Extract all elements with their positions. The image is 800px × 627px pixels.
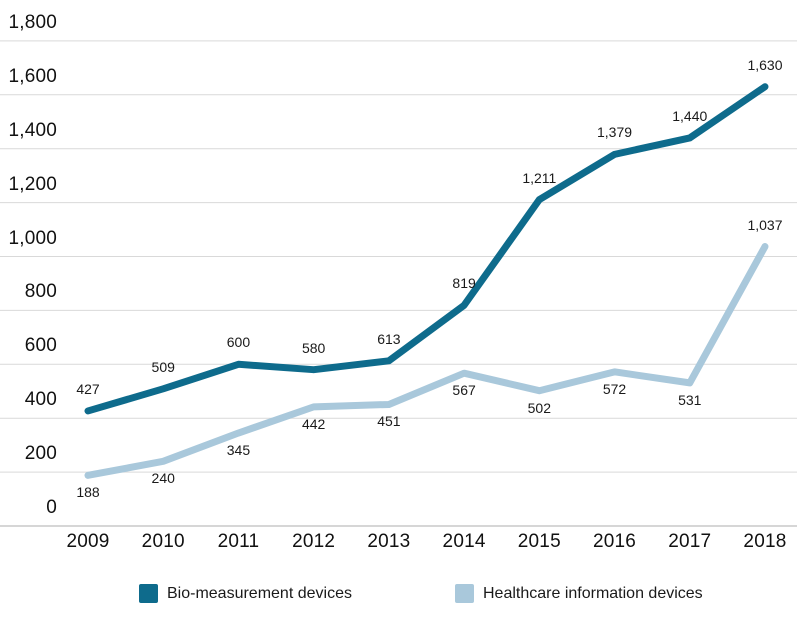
- legend-label-bio-measurement: Bio-measurement devices: [167, 585, 352, 602]
- legend-item-bio-measurement: Bio-measurement devices: [139, 584, 352, 603]
- series-line-healthcare-information-devices: [84, 243, 769, 479]
- legend-item-healthcare-information: Healthcare information devices: [455, 584, 703, 603]
- legend-swatch-bio-measurement-icon: [139, 584, 158, 603]
- legend: Bio-measurement devices Healthcare infor…: [0, 584, 800, 606]
- legend-label-healthcare-information: Healthcare information devices: [483, 585, 703, 602]
- legend-swatch-healthcare-information-icon: [455, 584, 474, 603]
- series-line-bio-measurement-devices: [84, 83, 769, 415]
